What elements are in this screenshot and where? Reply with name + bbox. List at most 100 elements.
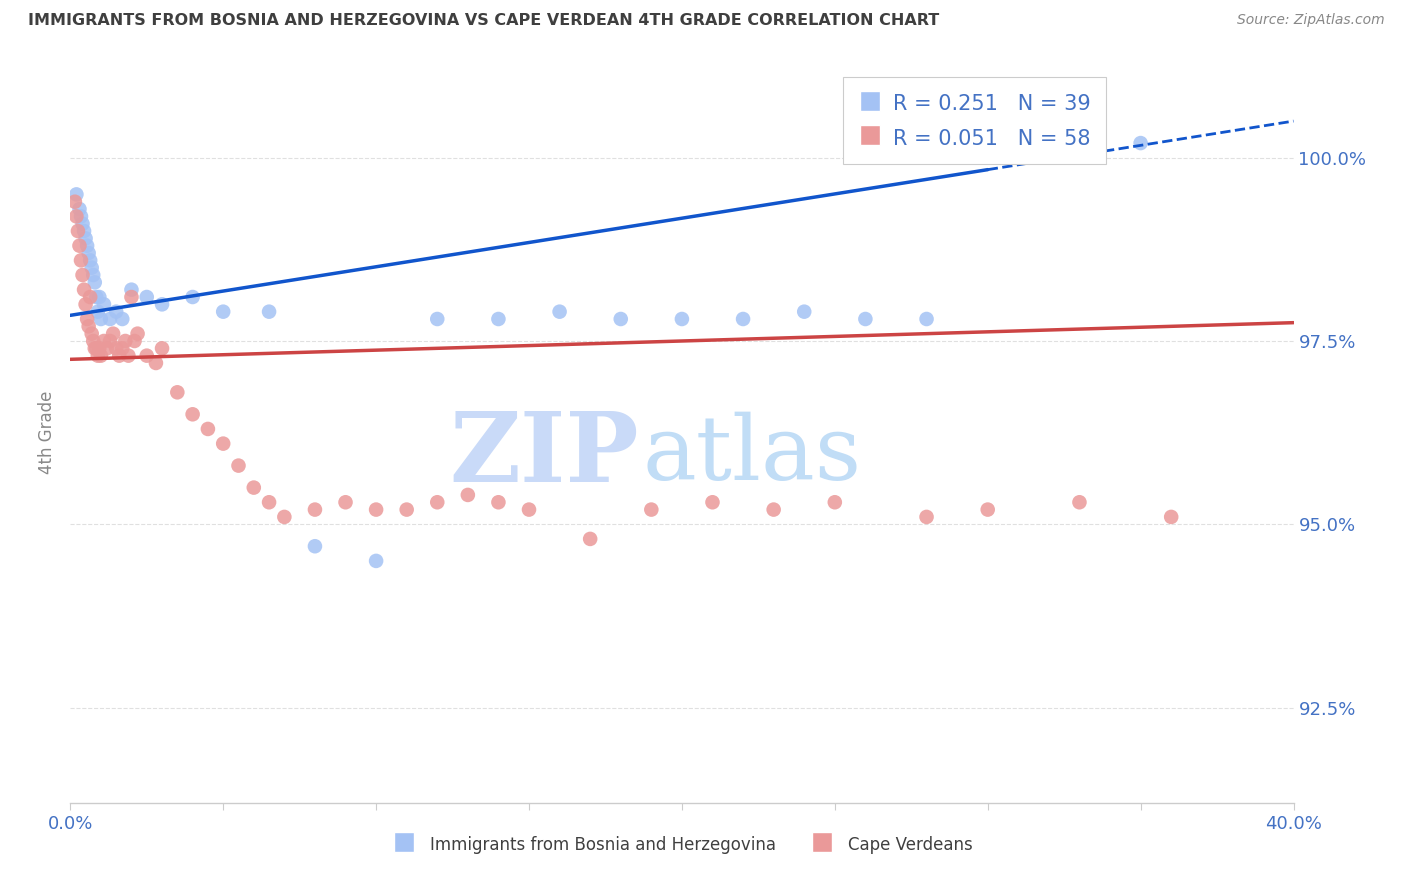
Point	[793, 304, 815, 318]
Point	[73, 224, 96, 238]
Point	[366, 554, 388, 568]
Point	[257, 495, 280, 509]
Point	[488, 312, 510, 326]
Point	[69, 238, 91, 252]
Point	[82, 334, 104, 348]
Point	[114, 334, 136, 348]
Legend: Immigrants from Bosnia and Herzegovina, Cape Verdeans: Immigrants from Bosnia and Herzegovina, …	[385, 828, 979, 861]
Point	[111, 312, 134, 326]
Point	[915, 312, 938, 326]
Point	[77, 319, 100, 334]
Point	[145, 356, 167, 370]
Point	[257, 304, 280, 318]
Point	[517, 502, 540, 516]
Point	[66, 224, 89, 238]
Point	[76, 238, 98, 252]
Point	[65, 187, 87, 202]
Point	[243, 481, 266, 495]
Point	[304, 502, 326, 516]
Point	[135, 349, 157, 363]
Point	[105, 304, 128, 318]
Point	[98, 312, 121, 326]
Point	[762, 502, 785, 516]
Point	[87, 304, 110, 318]
Text: Source: ZipAtlas.com: Source: ZipAtlas.com	[1237, 13, 1385, 28]
Point	[84, 290, 107, 304]
Point	[101, 326, 124, 341]
Point	[70, 253, 93, 268]
Text: atlas: atlas	[643, 411, 862, 499]
Point	[93, 334, 115, 348]
Point	[80, 326, 103, 341]
Text: ZIP: ZIP	[450, 408, 640, 502]
Point	[80, 260, 103, 275]
Point	[73, 283, 96, 297]
Point	[181, 407, 204, 421]
Point	[610, 312, 633, 326]
Text: IMMIGRANTS FROM BOSNIA AND HERZEGOVINA VS CAPE VERDEAN 4TH GRADE CORRELATION CHA: IMMIGRANTS FROM BOSNIA AND HERZEGOVINA V…	[28, 13, 939, 29]
Point	[702, 495, 724, 509]
Point	[426, 495, 449, 509]
Point	[855, 312, 877, 326]
Point	[640, 502, 662, 516]
Point	[87, 349, 110, 363]
Point	[70, 210, 93, 224]
Point	[79, 290, 101, 304]
Point	[98, 334, 121, 348]
Point	[548, 304, 571, 318]
Point	[166, 385, 188, 400]
Point	[135, 290, 157, 304]
Point	[488, 495, 510, 509]
Point	[82, 268, 104, 282]
Point	[991, 144, 1014, 158]
Point	[79, 253, 101, 268]
Point	[121, 290, 143, 304]
Point	[108, 349, 131, 363]
Point	[96, 341, 118, 355]
Point	[76, 312, 98, 326]
Point	[63, 194, 86, 209]
Point	[976, 502, 998, 516]
Point	[824, 495, 846, 509]
Point	[105, 341, 128, 355]
Point	[731, 312, 754, 326]
Point	[75, 231, 97, 245]
Point	[426, 312, 449, 326]
Point	[83, 341, 105, 355]
Point	[117, 349, 139, 363]
Point	[65, 210, 87, 224]
Point	[84, 341, 107, 355]
Point	[90, 349, 112, 363]
Point	[150, 297, 173, 311]
Point	[395, 502, 418, 516]
Point	[335, 495, 357, 509]
Point	[111, 341, 134, 355]
Point	[72, 268, 94, 282]
Point	[181, 290, 204, 304]
Point	[121, 283, 143, 297]
Point	[671, 312, 693, 326]
Point	[228, 458, 250, 473]
Point	[77, 246, 100, 260]
Point	[197, 422, 219, 436]
Point	[915, 510, 938, 524]
Point	[1129, 136, 1152, 150]
Point	[579, 532, 602, 546]
Point	[150, 341, 173, 355]
Point	[124, 334, 146, 348]
Y-axis label: 4th Grade: 4th Grade	[38, 391, 56, 475]
Point	[83, 276, 105, 290]
Point	[93, 297, 115, 311]
Point	[366, 502, 388, 516]
Point	[304, 539, 326, 553]
Point	[127, 326, 149, 341]
Point	[212, 436, 235, 450]
Point	[1069, 495, 1091, 509]
Point	[457, 488, 479, 502]
Point	[90, 312, 112, 326]
Point	[1160, 510, 1182, 524]
Point	[273, 510, 295, 524]
Point	[212, 304, 235, 318]
Point	[89, 290, 111, 304]
Point	[72, 217, 94, 231]
